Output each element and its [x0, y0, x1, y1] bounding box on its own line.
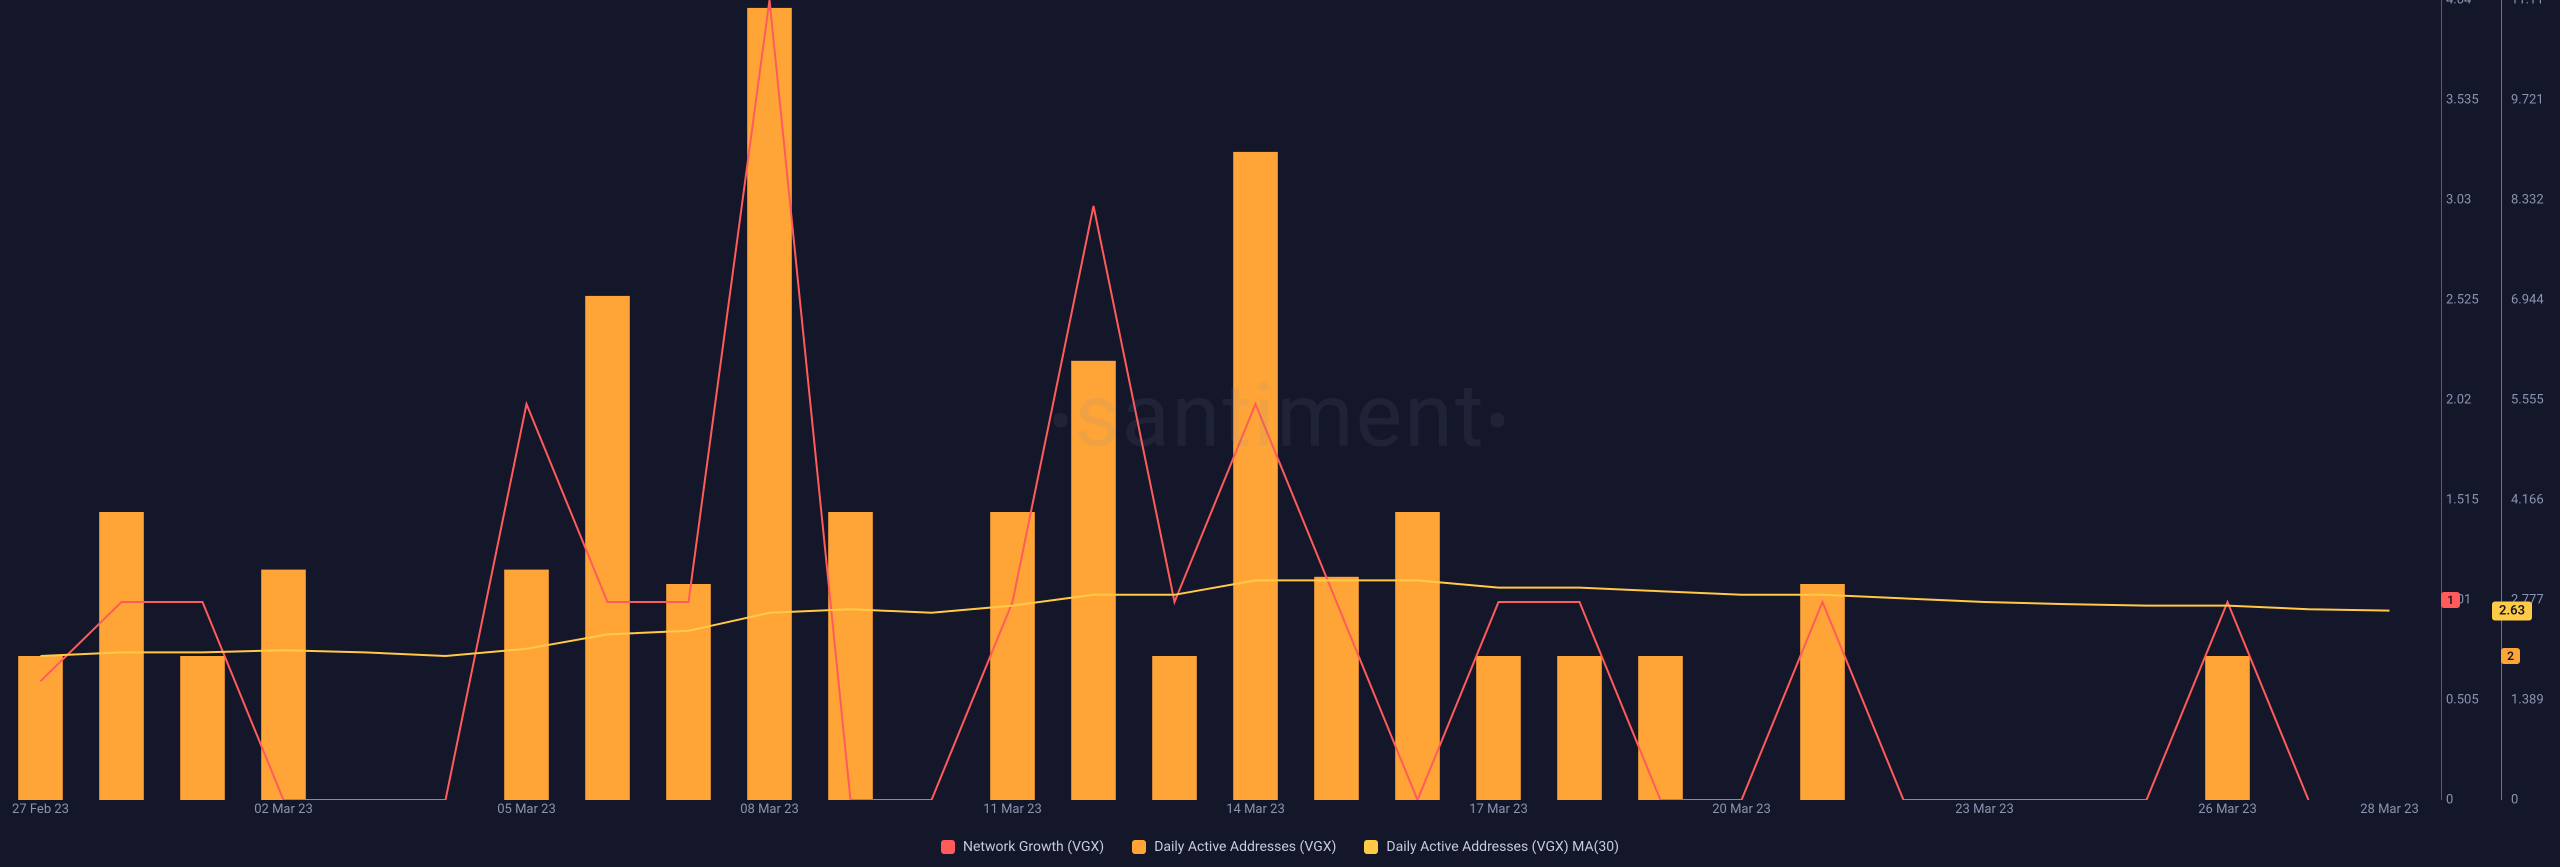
legend-label: Daily Active Addresses (VGX) MA(30) [1386, 839, 1619, 855]
legend-label: Network Growth (VGX) [963, 839, 1104, 855]
bar[interactable] [747, 8, 792, 800]
x-tick-label: 17 Mar 23 [1469, 802, 1528, 817]
bar[interactable] [1152, 656, 1197, 800]
bar[interactable] [504, 570, 549, 800]
bar[interactable] [1314, 577, 1359, 800]
bar[interactable] [1395, 512, 1440, 800]
x-tick-label: 26 Mar 23 [2198, 802, 2257, 817]
axis1-badge: 1 [2441, 592, 2460, 608]
y2-tick-label: 8.332 [2511, 193, 2544, 208]
legend: Network Growth (VGX) Daily Active Address… [0, 839, 2560, 855]
x-tick-label: 14 Mar 23 [1226, 802, 1285, 817]
y-axis-1: 00.5051.011.5152.022.5253.033.5354.04 [2440, 0, 2490, 800]
legend-item[interactable]: Network Growth (VGX) [941, 839, 1104, 855]
x-tick-label: 28 Mar 23 [2360, 802, 2419, 817]
legend-swatch [1132, 840, 1146, 854]
y2-tick-label: 11.11 [2511, 0, 2544, 8]
bar[interactable] [585, 296, 630, 800]
y-axis-2-line [2501, 0, 2502, 800]
bar[interactable] [1476, 656, 1521, 800]
y2-tick-label: 4.166 [2511, 493, 2544, 508]
x-tick-label: 05 Mar 23 [497, 802, 556, 817]
y1-tick-label: 4.04 [2446, 0, 2471, 8]
bar[interactable] [261, 570, 306, 800]
x-tick-label: 23 Mar 23 [1955, 802, 2014, 817]
chart-container: •santiment• 00.5051.011.5152.022.5253.03… [0, 0, 2560, 867]
chart-plot[interactable] [0, 0, 2430, 800]
x-tick-label: 08 Mar 23 [740, 802, 799, 817]
bar[interactable] [666, 584, 711, 800]
bar[interactable] [18, 656, 63, 800]
legend-swatch [1364, 840, 1378, 854]
bar[interactable] [828, 512, 873, 800]
legend-item[interactable]: Daily Active Addresses (VGX) MA(30) [1364, 839, 1619, 855]
line-ma30[interactable] [41, 580, 2390, 656]
y1-tick-label: 0.505 [2446, 693, 2479, 708]
y2-tick-label: 1.389 [2511, 692, 2544, 707]
x-tick-label: 27 Feb 23 [12, 802, 69, 817]
x-axis: 27 Feb 23 02 Mar 23 05 Mar 23 08 Mar 23 11 M… [0, 802, 2560, 822]
bar[interactable] [99, 512, 144, 800]
legend-label: Daily Active Addresses (VGX) [1154, 839, 1336, 855]
y1-tick-label: 3.535 [2446, 93, 2479, 108]
x-tick-label: 02 Mar 23 [254, 802, 313, 817]
y1-tick-label: 2.525 [2446, 293, 2479, 308]
axis2-value-badge: 2.63 [2492, 601, 2532, 620]
x-tick-label: 20 Mar 23 [1712, 802, 1771, 817]
x-tick-label: 11 Mar 23 [983, 802, 1042, 817]
bar[interactable] [1557, 656, 1602, 800]
bar[interactable] [180, 656, 225, 800]
y2-tick-label: 6.944 [2511, 292, 2544, 307]
bar[interactable] [1800, 584, 1845, 800]
y2-tick-label: 5.555 [2511, 393, 2544, 408]
bar[interactable] [2205, 656, 2250, 800]
y1-tick-label: 1.515 [2446, 493, 2479, 508]
y1-tick-label: 2.02 [2446, 393, 2471, 408]
y1-tick-label: 3.03 [2446, 193, 2471, 208]
bar[interactable] [1071, 361, 1116, 800]
y-axis-2: 01.3892.7774.1665.5556.9448.3329.72111.1… [2505, 0, 2560, 800]
bar[interactable] [1638, 656, 1683, 800]
y2-tick-label: 9.721 [2511, 93, 2544, 108]
bar[interactable] [1233, 152, 1278, 800]
legend-swatch [941, 840, 955, 854]
legend-item[interactable]: Daily Active Addresses (VGX) [1132, 839, 1336, 855]
axis2-badge: 2 [2501, 648, 2520, 664]
bar[interactable] [990, 512, 1035, 800]
